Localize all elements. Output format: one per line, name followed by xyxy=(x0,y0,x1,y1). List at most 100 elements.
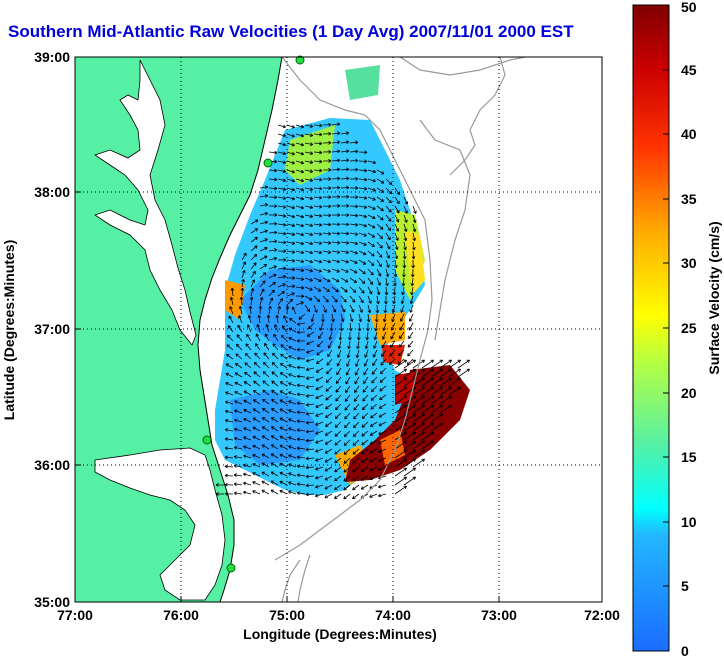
velocity-arrowhead xyxy=(252,453,256,458)
velocity-arrow xyxy=(261,426,270,432)
velocity-arrowhead xyxy=(328,149,332,154)
velocity-arrowhead xyxy=(252,426,256,431)
velocity-arrow xyxy=(239,306,243,315)
velocity-arrow xyxy=(255,333,261,342)
velocity-arrow xyxy=(439,368,452,378)
velocity-arrow xyxy=(343,475,351,482)
velocity-arrow xyxy=(335,403,342,410)
velocity-arrowhead xyxy=(373,345,377,349)
velocity-arrow xyxy=(394,286,396,296)
velocity-arrow xyxy=(344,394,351,402)
velocity-arrowhead xyxy=(261,453,266,457)
velocity-arrow xyxy=(448,368,461,378)
velocity-arrowhead xyxy=(300,301,304,305)
velocity-arrow xyxy=(250,288,254,297)
velocity-arrow xyxy=(334,457,342,464)
velocity-arrowhead xyxy=(279,489,283,494)
velocity-arrow xyxy=(378,430,387,435)
velocity-arrow xyxy=(234,419,243,423)
velocity-arrow xyxy=(367,223,376,229)
velocity-arrow xyxy=(394,259,397,268)
velocity-arrowhead xyxy=(364,150,368,155)
velocity-arrowhead xyxy=(439,404,443,408)
velocity-arrow xyxy=(324,439,333,445)
velocity-arrow xyxy=(349,322,352,331)
velocity-arrow xyxy=(304,250,313,254)
velocity-arrowhead xyxy=(288,364,292,368)
velocity-arrowhead xyxy=(337,131,341,136)
velocity-arrowhead xyxy=(336,269,340,273)
velocity-arrowhead xyxy=(296,392,300,397)
velocity-arrow xyxy=(288,491,297,495)
velocity-arrow xyxy=(378,457,387,462)
velocity-arrowhead xyxy=(291,133,295,138)
velocity-arrow xyxy=(394,476,407,486)
velocity-arrow xyxy=(240,296,243,306)
velocity-arrowhead xyxy=(404,201,409,205)
velocity-arrow xyxy=(296,384,306,387)
velocity-arrow xyxy=(279,490,288,495)
velocity-arrowhead xyxy=(421,368,425,372)
velocity-arrowhead xyxy=(334,477,338,482)
velocity-arrow xyxy=(331,250,340,253)
colorbar-ticks xyxy=(663,4,669,652)
velocity-arrowhead xyxy=(337,204,341,208)
velocity-arrowhead xyxy=(243,399,247,404)
velocity-arrowhead xyxy=(371,234,376,238)
velocity-arrowhead xyxy=(352,451,356,455)
velocity-arrowhead xyxy=(279,417,284,421)
velocity-arrow xyxy=(334,475,342,482)
velocity-arrow xyxy=(352,439,360,446)
velocity-arrowhead xyxy=(288,445,292,449)
velocity-arrowhead xyxy=(327,353,331,358)
velocity-arrow xyxy=(315,385,324,390)
velocity-arrow xyxy=(349,304,355,313)
velocity-arrowhead xyxy=(413,210,417,214)
velocity-arrowhead xyxy=(339,328,344,332)
velocity-arrow xyxy=(373,340,378,349)
velocity-arrow xyxy=(277,142,286,146)
velocity-arrow xyxy=(253,380,261,387)
velocity-arrow xyxy=(394,413,407,423)
velocity-arrow xyxy=(295,241,304,245)
velocity-arrow xyxy=(315,466,324,470)
velocity-arrowhead xyxy=(243,436,247,440)
velocity-arrowhead xyxy=(300,196,304,201)
velocity-arrow xyxy=(394,404,407,414)
velocity-arrowhead xyxy=(291,292,295,296)
velocity-arrow xyxy=(315,439,324,444)
lat-tick-label: 37:00 xyxy=(34,321,70,337)
velocity-arrow xyxy=(280,353,288,360)
velocity-arrow xyxy=(361,439,369,446)
velocity-arrow xyxy=(243,436,252,441)
velocity-arrowhead xyxy=(421,386,425,390)
velocity-arrowhead xyxy=(279,372,284,376)
velocity-arrowhead xyxy=(363,223,367,228)
velocity-arrow xyxy=(279,481,288,486)
velocity-arrowhead xyxy=(364,177,368,182)
velocity-arrowhead xyxy=(264,246,268,251)
velocity-arrowhead xyxy=(378,467,382,471)
velocity-arrow xyxy=(286,151,295,155)
velocity-arrowhead xyxy=(261,480,265,485)
velocity-arrowhead xyxy=(321,319,325,323)
velocity-arrow xyxy=(225,438,234,441)
velocity-arrowhead xyxy=(305,438,309,443)
velocity-arrow xyxy=(403,404,416,414)
velocity-arrowhead xyxy=(254,228,259,232)
velocity-arrow xyxy=(252,490,261,495)
velocity-arrow xyxy=(252,417,261,423)
velocity-arrowhead xyxy=(301,294,305,299)
velocity-arrow xyxy=(259,297,263,306)
velocity-arrowhead xyxy=(296,330,300,335)
velocity-arrow xyxy=(297,393,306,396)
velocity-arrowhead xyxy=(439,422,443,426)
velocity-arrowhead xyxy=(234,400,238,404)
velocity-arrow xyxy=(394,467,407,477)
velocity-arrowhead xyxy=(316,352,320,356)
velocity-arrow xyxy=(274,324,279,333)
velocity-arrowhead xyxy=(327,269,331,273)
velocity-arrowhead xyxy=(409,309,413,313)
velocity-arrow xyxy=(430,404,443,414)
velocity-arrow xyxy=(331,232,341,235)
